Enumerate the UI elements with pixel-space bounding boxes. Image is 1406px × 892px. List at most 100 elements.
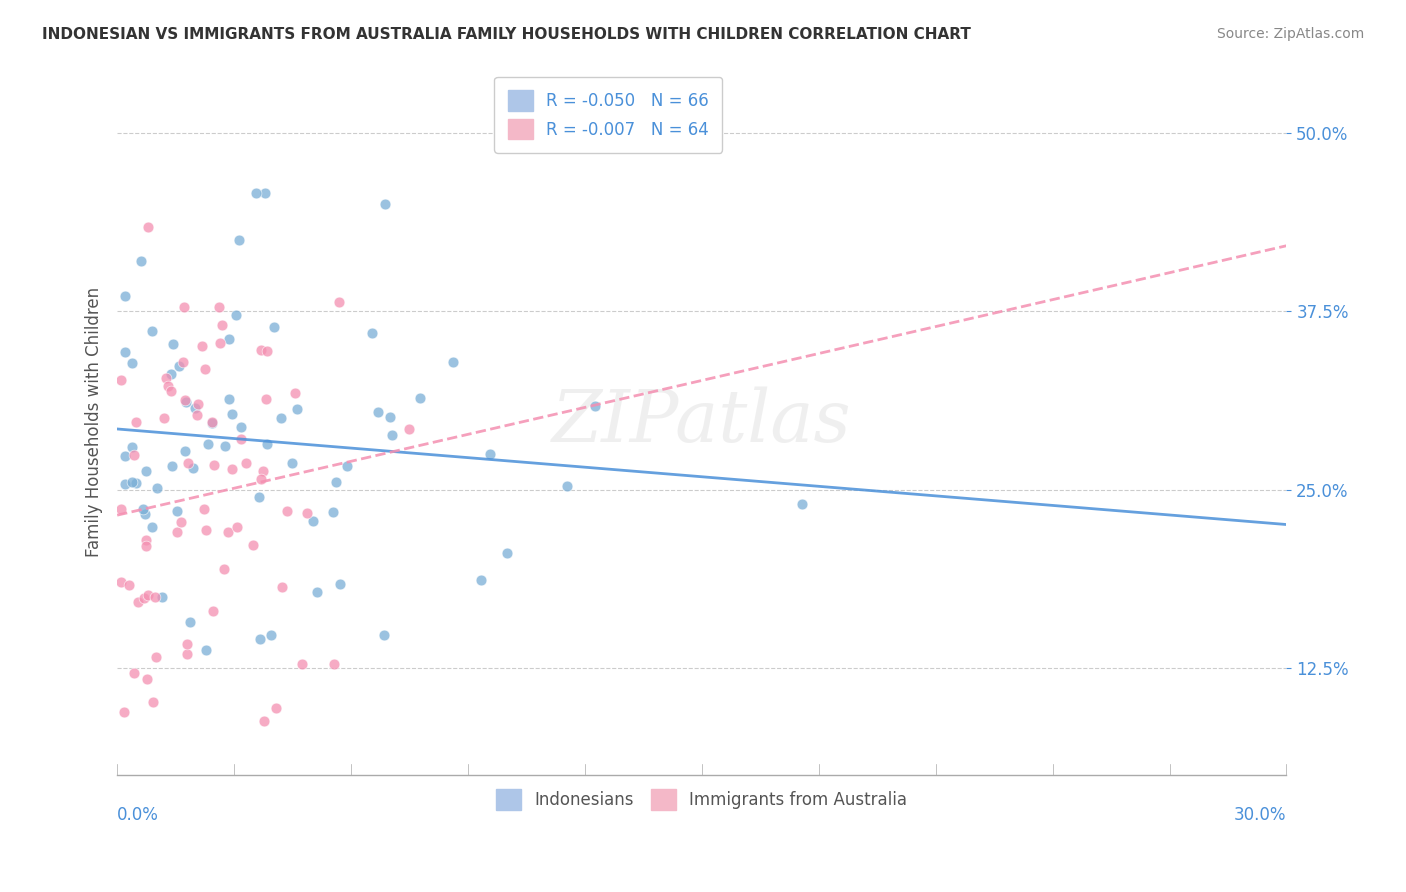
- Point: [253, 186, 276, 200]
- Point: [249, 471, 271, 485]
- Point: [378, 409, 401, 424]
- Legend: Indonesians, Immigrants from Australia: Indonesians, Immigrants from Australia: [484, 776, 921, 823]
- Point: [160, 458, 183, 473]
- Point: [214, 439, 236, 453]
- Point: [172, 355, 194, 369]
- Point: [211, 318, 233, 332]
- Point: [176, 637, 198, 651]
- Point: [202, 604, 225, 618]
- Point: [583, 399, 606, 413]
- Point: [470, 573, 492, 587]
- Point: [186, 408, 208, 422]
- Point: [555, 479, 578, 493]
- Point: [212, 562, 235, 576]
- Point: [235, 456, 257, 470]
- Point: [127, 595, 149, 609]
- Point: [184, 401, 207, 415]
- Point: [125, 415, 148, 429]
- Point: [174, 395, 197, 409]
- Point: [110, 574, 132, 589]
- Point: [129, 253, 152, 268]
- Point: [361, 326, 384, 340]
- Point: [281, 456, 304, 470]
- Point: [177, 456, 200, 470]
- Point: [191, 339, 214, 353]
- Point: [143, 590, 166, 604]
- Point: [254, 392, 277, 407]
- Point: [322, 657, 344, 671]
- Point: [329, 577, 352, 591]
- Point: [135, 464, 157, 478]
- Text: INDONESIAN VS IMMIGRANTS FROM AUSTRALIA FAMILY HOUSEHOLDS WITH CHILDREN CORRELAT: INDONESIAN VS IMMIGRANTS FROM AUSTRALIA …: [42, 27, 972, 42]
- Point: [253, 714, 276, 728]
- Point: [441, 355, 464, 369]
- Point: [291, 657, 314, 671]
- Point: [135, 539, 157, 553]
- Point: [136, 220, 159, 235]
- Text: 0.0%: 0.0%: [117, 806, 159, 824]
- Point: [112, 705, 135, 719]
- Point: [197, 437, 219, 451]
- Point: [409, 392, 432, 406]
- Point: [271, 580, 294, 594]
- Point: [381, 428, 404, 442]
- Point: [264, 701, 287, 715]
- Point: [263, 320, 285, 334]
- Point: [176, 647, 198, 661]
- Point: [322, 505, 344, 519]
- Point: [247, 490, 270, 504]
- Point: [495, 546, 517, 560]
- Point: [225, 308, 247, 322]
- Point: [157, 379, 180, 393]
- Point: [132, 591, 155, 606]
- Point: [398, 422, 420, 436]
- Point: [125, 475, 148, 490]
- Point: [270, 411, 292, 425]
- Point: [229, 420, 252, 434]
- Point: [152, 410, 174, 425]
- Point: [141, 324, 163, 338]
- Point: [276, 504, 298, 518]
- Point: [187, 397, 209, 411]
- Point: [200, 415, 222, 429]
- Text: Source: ZipAtlas.com: Source: ZipAtlas.com: [1216, 27, 1364, 41]
- Point: [124, 448, 146, 462]
- Point: [479, 447, 502, 461]
- Point: [373, 627, 395, 641]
- Point: [218, 332, 240, 346]
- Point: [229, 432, 252, 446]
- Point: [136, 672, 159, 686]
- Point: [295, 506, 318, 520]
- Point: [166, 504, 188, 518]
- Point: [194, 643, 217, 657]
- Point: [256, 343, 278, 358]
- Point: [228, 233, 250, 247]
- Point: [141, 520, 163, 534]
- Y-axis label: Family Households with Children: Family Households with Children: [86, 286, 103, 557]
- Point: [121, 475, 143, 489]
- Point: [179, 615, 201, 629]
- Point: [167, 359, 190, 373]
- Point: [155, 370, 177, 384]
- Point: [146, 481, 169, 495]
- Point: [114, 289, 136, 303]
- Point: [242, 538, 264, 552]
- Point: [194, 362, 217, 376]
- Point: [208, 336, 231, 351]
- Point: [132, 501, 155, 516]
- Point: [221, 462, 243, 476]
- Point: [145, 649, 167, 664]
- Point: [245, 186, 267, 200]
- Point: [134, 507, 156, 521]
- Point: [173, 300, 195, 314]
- Point: [174, 392, 197, 407]
- Point: [118, 578, 141, 592]
- Point: [328, 294, 350, 309]
- Point: [252, 464, 274, 478]
- Point: [181, 461, 204, 475]
- Point: [162, 337, 184, 351]
- Point: [135, 533, 157, 547]
- Point: [193, 502, 215, 516]
- Point: [114, 477, 136, 491]
- Point: [173, 443, 195, 458]
